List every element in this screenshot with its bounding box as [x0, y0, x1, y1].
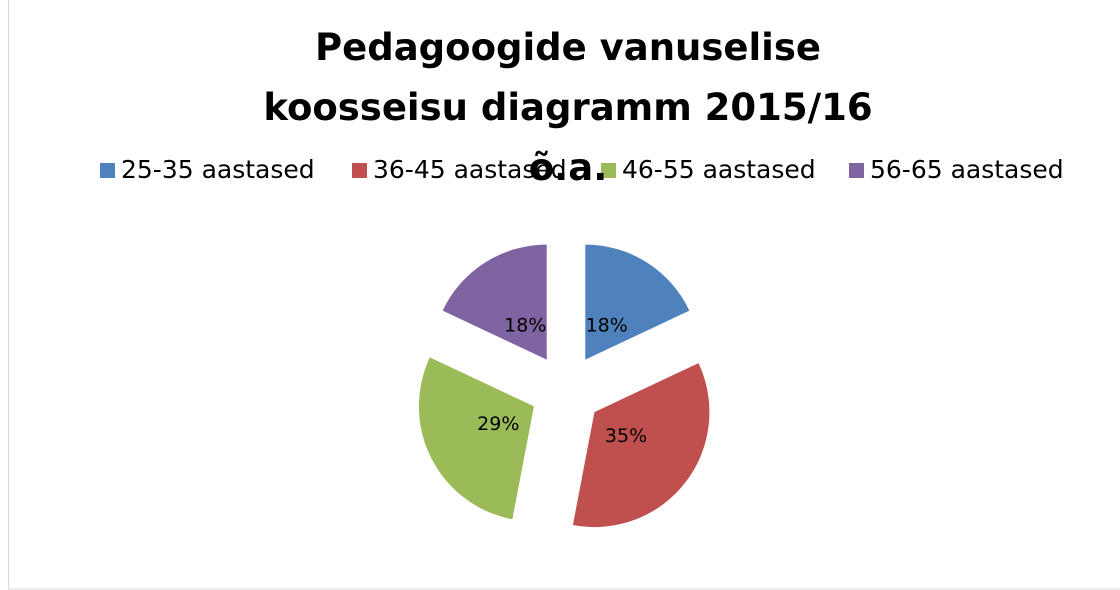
legend-swatch: [601, 163, 616, 178]
data-label: 35%: [605, 425, 647, 447]
data-label: 29%: [477, 413, 519, 435]
data-label: 18%: [586, 314, 628, 336]
legend-swatch: [849, 163, 864, 178]
pie-slice: [585, 244, 690, 360]
legend-label: 36-45 aastased: [373, 155, 567, 184]
pie-slice: [418, 357, 534, 520]
chart-title: Pedagoogide vanuselise koosseisu diagram…: [263, 26, 873, 189]
legend-label: 56-65 aastased: [870, 155, 1064, 184]
frame: [8, 0, 1120, 590]
legend-label: 25-35 aastased: [121, 155, 315, 184]
pie-slice: [572, 363, 710, 528]
legend-swatch: [100, 163, 115, 178]
legend-swatch: [352, 163, 367, 178]
pie-slice: [442, 244, 547, 360]
legend-label: 46-55 aastased: [622, 155, 816, 184]
data-label: 18%: [504, 314, 546, 336]
